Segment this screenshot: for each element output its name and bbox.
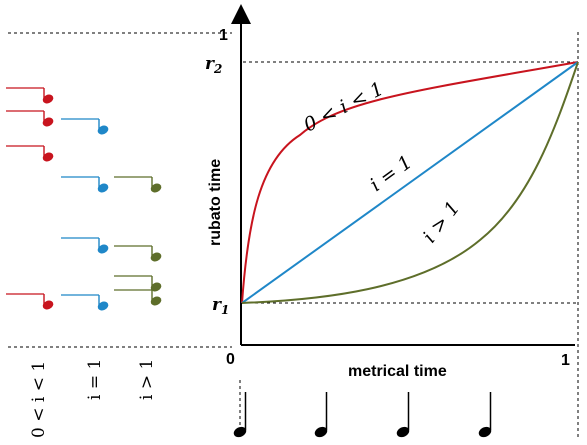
blue-note-3 (61, 237, 109, 254)
bottom-notes-group (233, 392, 492, 438)
x-tick-origin: 0 (226, 351, 235, 368)
r1-label: r1 (212, 295, 229, 317)
x-axis-label: metrical time (348, 363, 447, 380)
red-note-4 (6, 293, 54, 310)
quarter-note-3 (396, 392, 410, 438)
y-axis-label: rubato time (207, 159, 224, 246)
column-label-mid: i = 1 (85, 359, 105, 400)
curve-label-concave: 0 < i < 1 (300, 78, 387, 137)
quarter-note-2 (314, 392, 328, 438)
r2-label: r2 (205, 54, 222, 76)
curve-concave (241, 61, 579, 304)
green-note-3 (114, 275, 162, 292)
column-label-high: i > 1 (137, 359, 157, 400)
green-note-2 (114, 245, 162, 262)
blue-note-4 (61, 294, 109, 311)
curve-label-convex: i > 1 (419, 197, 465, 247)
left-notes-group (6, 87, 162, 311)
red-note-3 (6, 145, 54, 162)
blue-note-1 (61, 118, 109, 135)
curve-linear (241, 61, 579, 304)
y-tick-one: 1 (219, 27, 228, 44)
quarter-note-1 (233, 392, 247, 438)
green-note-4 (114, 289, 162, 306)
red-note-2 (6, 110, 54, 127)
curve-convex (241, 61, 579, 304)
x-tick-one: 1 (561, 352, 570, 369)
green-note-1 (114, 176, 162, 193)
quarter-note-4 (478, 392, 492, 438)
curve-label-linear: i = 1 (366, 151, 416, 196)
blue-note-2 (61, 176, 109, 193)
column-label-low: 0 < i < 1 (29, 361, 49, 438)
red-note-1 (6, 87, 54, 104)
